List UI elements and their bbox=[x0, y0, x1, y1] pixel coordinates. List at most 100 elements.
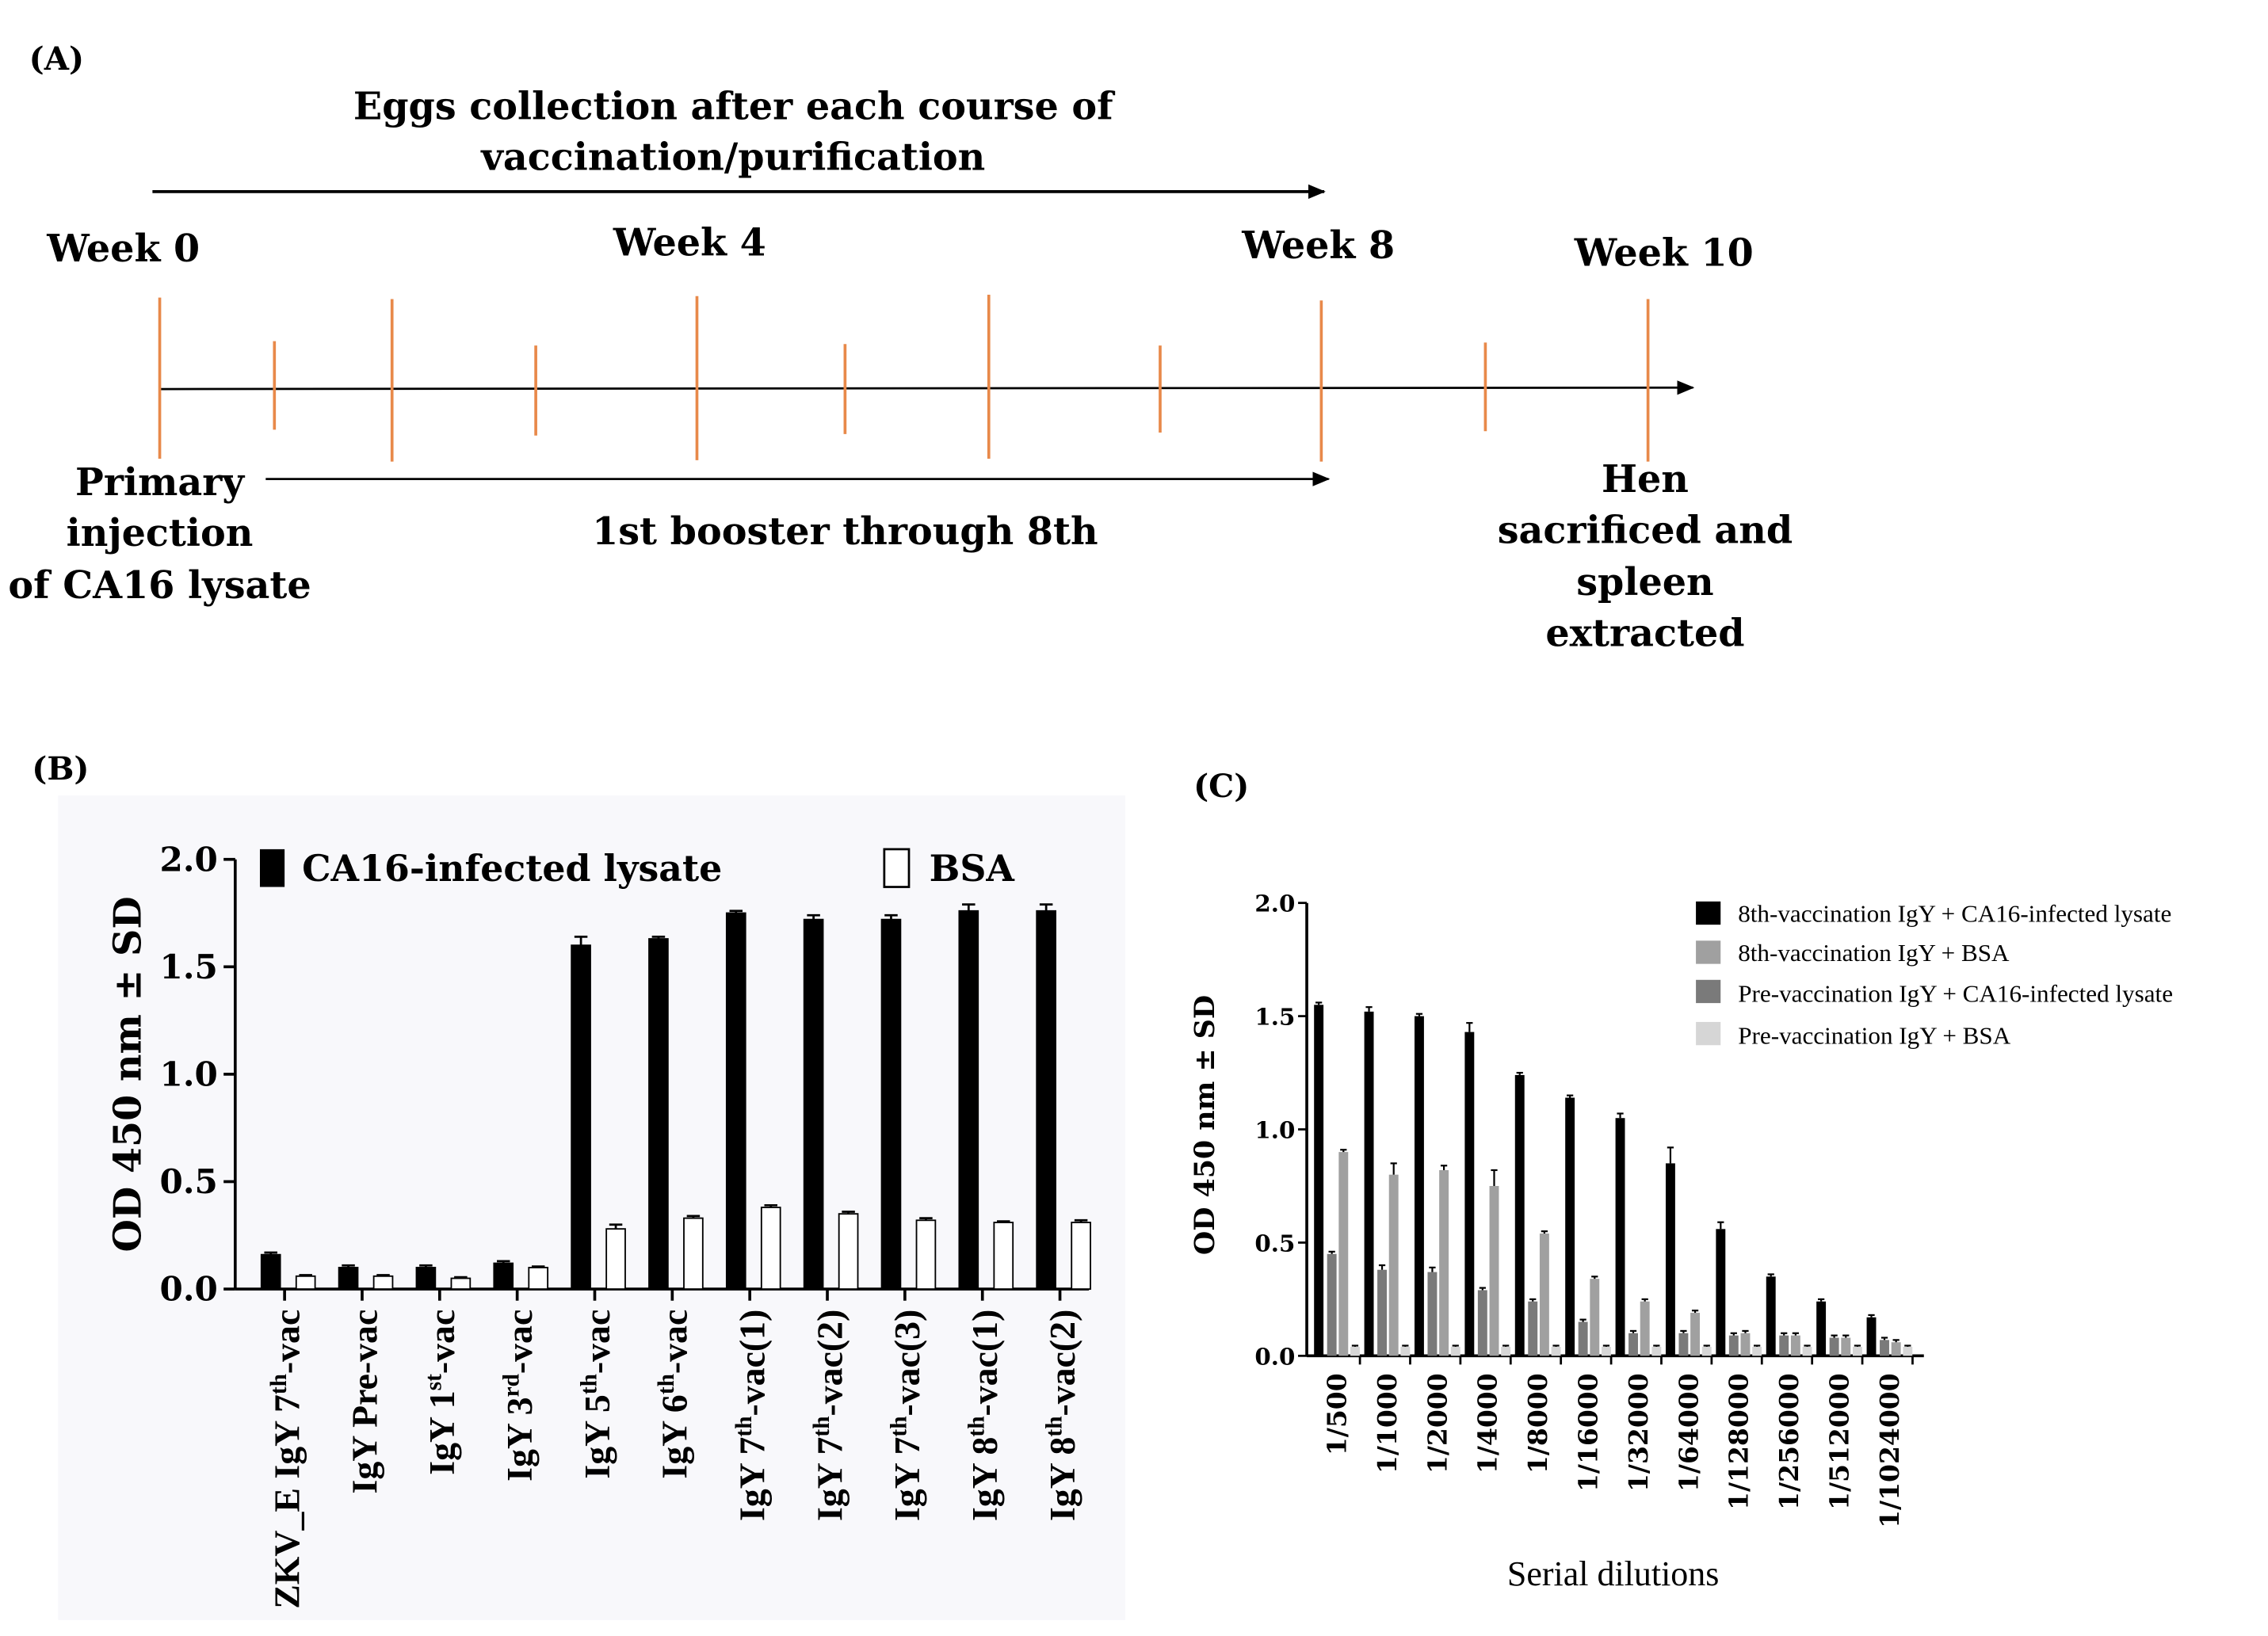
bar-c-series-3 bbox=[1477, 1290, 1487, 1356]
panel-b-xtick-label: IgY 8th-vac(2) bbox=[1041, 1310, 1082, 1521]
panel-c: (C) OD 450 nm ± SD Serial dilutions 8th-… bbox=[1189, 767, 2173, 1593]
panel-c-xtick-label: 1/16000 bbox=[1572, 1373, 1603, 1492]
legend-swatch-c1 bbox=[1696, 901, 1721, 925]
bar-c-series-4 bbox=[1551, 1346, 1561, 1356]
bar-b-bsa bbox=[993, 1222, 1014, 1290]
bar-c-series-3 bbox=[1578, 1321, 1588, 1356]
bar-b-ca16 bbox=[1036, 910, 1056, 1290]
legend-label-c3: Pre-vaccination IgY + CA16-infected lysa… bbox=[1738, 979, 2173, 1007]
bar-c-series-2 bbox=[1388, 1174, 1399, 1356]
panel-c-xtick-label: 1/2000 bbox=[1422, 1373, 1453, 1474]
panel-c-xtick-label: 1/64000 bbox=[1673, 1373, 1704, 1492]
panel-c-xtick-label: 1/256000 bbox=[1774, 1373, 1804, 1510]
bar-c-series-4 bbox=[1350, 1346, 1360, 1356]
bar-c-series-3 bbox=[1628, 1333, 1638, 1356]
bar-c-series-4 bbox=[1501, 1346, 1511, 1356]
panel-c-xtick-label: 1/1024000 bbox=[1874, 1373, 1905, 1528]
bar-b-bsa bbox=[760, 1207, 781, 1290]
bar-b-bsa bbox=[1071, 1222, 1091, 1290]
bar-c-series-2 bbox=[1690, 1313, 1701, 1356]
bar-c-series-4 bbox=[1752, 1346, 1762, 1356]
bar-c-series-2 bbox=[1740, 1333, 1751, 1356]
week-8-label: Week 8 bbox=[1241, 223, 1395, 268]
bar-c-series-4 bbox=[1802, 1346, 1812, 1356]
bar-c-series-4 bbox=[1400, 1346, 1411, 1356]
panel-b-xtick-label: IgY Pre-vac bbox=[344, 1310, 384, 1494]
top-arrow-text-line1: Eggs collection after each course of bbox=[353, 84, 1116, 128]
chart-b-plot: 0.0 0.5 1.0 1.5 2.0 ZKV_E IgY 7th-vac IgY Pre-… bbox=[160, 839, 1091, 1609]
panel-c-ylabel: OD 450 nm ± SD bbox=[1189, 995, 1221, 1255]
legend-swatch-bsa bbox=[883, 848, 911, 888]
panel-b-ytick-label: 1.5 bbox=[160, 947, 218, 986]
bar-c-series-3 bbox=[1829, 1337, 1839, 1356]
panel-c-ytick-label: 0.5 bbox=[1254, 1229, 1295, 1257]
primary-injection-line2: injection bbox=[67, 511, 254, 555]
hen-text-line1: Hen bbox=[1602, 457, 1689, 501]
panel-b-ytick-label: 1.0 bbox=[160, 1054, 218, 1094]
bar-b-ca16 bbox=[571, 944, 591, 1290]
bar-c-series-1 bbox=[1615, 1118, 1625, 1356]
legend-swatch-c2 bbox=[1696, 940, 1721, 964]
timeline-ticks bbox=[158, 294, 1650, 462]
bar-b-ca16 bbox=[880, 918, 902, 1290]
bar-b-bsa bbox=[372, 1275, 394, 1290]
panel-b-ytick-label: 0.0 bbox=[160, 1269, 218, 1309]
panel-b-ylabel: OD 450 nm ± SD bbox=[106, 896, 151, 1252]
hen-text-line3: spleen bbox=[1576, 560, 1713, 604]
legend-label-c4: Pre-vaccination IgY + BSA bbox=[1738, 1021, 2011, 1049]
bar-c-series-1 bbox=[1514, 1074, 1525, 1356]
bar-b-bsa bbox=[450, 1277, 472, 1290]
bar-b-bsa bbox=[915, 1219, 937, 1290]
panel-c-xlabel: Serial dilutions bbox=[1507, 1554, 1719, 1593]
bar-c-series-2 bbox=[1590, 1279, 1600, 1356]
legend-swatch-ca16 bbox=[259, 849, 285, 887]
bar-b-bsa bbox=[295, 1275, 316, 1290]
bar-c-series-2 bbox=[1439, 1169, 1449, 1356]
bar-c-series-3 bbox=[1528, 1301, 1538, 1356]
panel-c-ytick-label: 1.5 bbox=[1254, 1003, 1295, 1031]
chart-c-plot: 0.0 0.5 1.0 1.5 2.0 1/500 1/1000 1/2000 1/4000 1/… bbox=[1254, 890, 1924, 1528]
bar-b-ca16 bbox=[338, 1267, 359, 1290]
timeline-axis bbox=[159, 380, 1695, 395]
bar-b-bsa bbox=[528, 1267, 549, 1290]
bar-c-series-3 bbox=[1779, 1335, 1789, 1356]
bar-c-series-3 bbox=[1728, 1335, 1739, 1356]
bar-c-series-1 bbox=[1414, 1016, 1424, 1356]
panel-c-xtick-label: 1/500 bbox=[1322, 1373, 1353, 1455]
bar-b-ca16 bbox=[725, 912, 746, 1290]
bar-b-bsa bbox=[683, 1217, 704, 1290]
panel-c-xtick-label: 1/1000 bbox=[1372, 1373, 1403, 1474]
bar-c-series-1 bbox=[1716, 1229, 1726, 1356]
panel-c-ytick-label: 0.0 bbox=[1254, 1342, 1295, 1370]
bar-c-series-2 bbox=[1841, 1337, 1851, 1356]
primary-injection-line1: Primary bbox=[75, 460, 245, 505]
bar-c-series-1 bbox=[1665, 1163, 1675, 1356]
panel-c-label: (C) bbox=[1193, 767, 1249, 805]
panel-b-xtick-label: IgY 3rd-vac bbox=[498, 1310, 539, 1482]
bar-c-series-3 bbox=[1427, 1272, 1438, 1356]
panel-a: (A) Eggs collection after each course of… bbox=[8, 40, 1793, 655]
bar-c-series-1 bbox=[1464, 1032, 1475, 1356]
panel-c-xtick-label: 1/32000 bbox=[1623, 1373, 1654, 1492]
panel-b-xtick-label: IgY 1st-vac bbox=[422, 1310, 462, 1475]
panel-b-xtick-label: IgY 8th-vac(1) bbox=[964, 1310, 1005, 1521]
bar-c-series-4 bbox=[1651, 1346, 1662, 1356]
bar-b-ca16 bbox=[493, 1262, 514, 1290]
legend-label-c1: 8th-vaccination IgY + CA16-infected lysa… bbox=[1738, 900, 2171, 928]
hen-text-line2: sacrificed and bbox=[1498, 508, 1793, 552]
legend-label-ca16: CA16-infected lysate bbox=[302, 847, 722, 890]
bar-c-series-1 bbox=[1766, 1276, 1776, 1356]
panel-b-label: (B) bbox=[32, 749, 89, 787]
bar-c-series-2 bbox=[1338, 1152, 1349, 1356]
hen-text-line4: extracted bbox=[1545, 611, 1744, 655]
bar-b-ca16 bbox=[648, 938, 669, 1290]
bar-c-series-4 bbox=[1903, 1346, 1913, 1356]
legend-swatch-c3 bbox=[1696, 979, 1721, 1004]
panel-c-xtick-label: 1/512000 bbox=[1823, 1373, 1854, 1510]
panel-b-xtick-label: IgY 7th-vac(3) bbox=[887, 1310, 927, 1521]
bar-c-series-2 bbox=[1790, 1335, 1800, 1356]
booster-text: 1st booster through 8th bbox=[592, 509, 1098, 554]
top-arrow-text-line2: vaccination/purification bbox=[480, 135, 985, 179]
bar-b-bsa bbox=[838, 1213, 859, 1290]
bar-c-series-3 bbox=[1678, 1333, 1689, 1356]
